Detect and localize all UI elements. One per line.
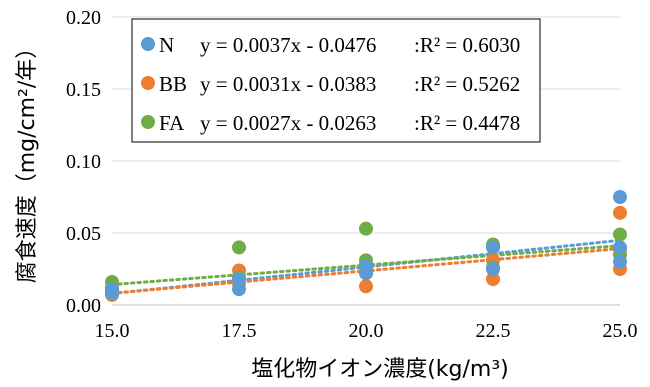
- legend-equation-bb: y = 0.0031x - 0.0383: [200, 72, 376, 96]
- point-n: [613, 254, 627, 269]
- data-points: [105, 190, 627, 302]
- legend-equation-fa: y = 0.0027x - 0.0263: [200, 111, 376, 135]
- x-tick-label: 17.5: [222, 320, 257, 342]
- x-tick-label: 22.5: [476, 320, 511, 342]
- point-bb: [486, 272, 500, 287]
- point-n: [486, 240, 500, 255]
- point-fa: [359, 221, 373, 236]
- x-tick-label: 25.0: [603, 320, 638, 342]
- point-n: [613, 190, 627, 204]
- y-tick-label: 0.10: [66, 151, 101, 173]
- point-n: [613, 240, 627, 255]
- legend-box: [131, 18, 541, 143]
- point-n: [105, 286, 119, 301]
- y-tick-label: 0.20: [66, 7, 101, 29]
- x-axis-label: 塩化物イオン濃度(kg/m³): [251, 357, 509, 382]
- point-bb: [359, 279, 373, 294]
- legend-equation-n: y = 0.0037x - 0.0476: [200, 33, 376, 57]
- legend-r2-fa: :R² = 0.4478: [414, 111, 520, 135]
- legend-r2-bb: :R² = 0.5262: [414, 72, 520, 96]
- y-tick-label: 0.15: [66, 79, 101, 101]
- x-tick-label: 20.0: [349, 320, 384, 342]
- point-fa: [232, 240, 246, 255]
- legend-label-bb: BB: [159, 72, 187, 96]
- point-n: [232, 282, 246, 297]
- y-tick-label: 0.05: [66, 223, 101, 245]
- point-bb: [613, 205, 627, 220]
- point-n: [359, 259, 373, 274]
- legend-marker-fa: [141, 115, 155, 129]
- y-tick-label: 0.00: [66, 295, 101, 317]
- legend-marker-n: [141, 37, 155, 51]
- point-fa: [613, 227, 627, 242]
- point-n: [232, 272, 246, 287]
- legend-label-fa: FA: [159, 111, 185, 135]
- legend-marker-bb: [141, 76, 155, 90]
- y-axis-label: 腐食速度（mg/cm²/年）: [15, 37, 40, 284]
- tick-labels: 0.00 0.05 0.10 0.15 0.20 15.0 17.5 20.0 22.5 25.0: [66, 7, 638, 342]
- point-n: [486, 262, 500, 276]
- legend-r2-n: :R² = 0.6030: [414, 33, 520, 57]
- x-tick-label: 15.0: [95, 320, 130, 342]
- legend-label-n: N: [159, 33, 174, 57]
